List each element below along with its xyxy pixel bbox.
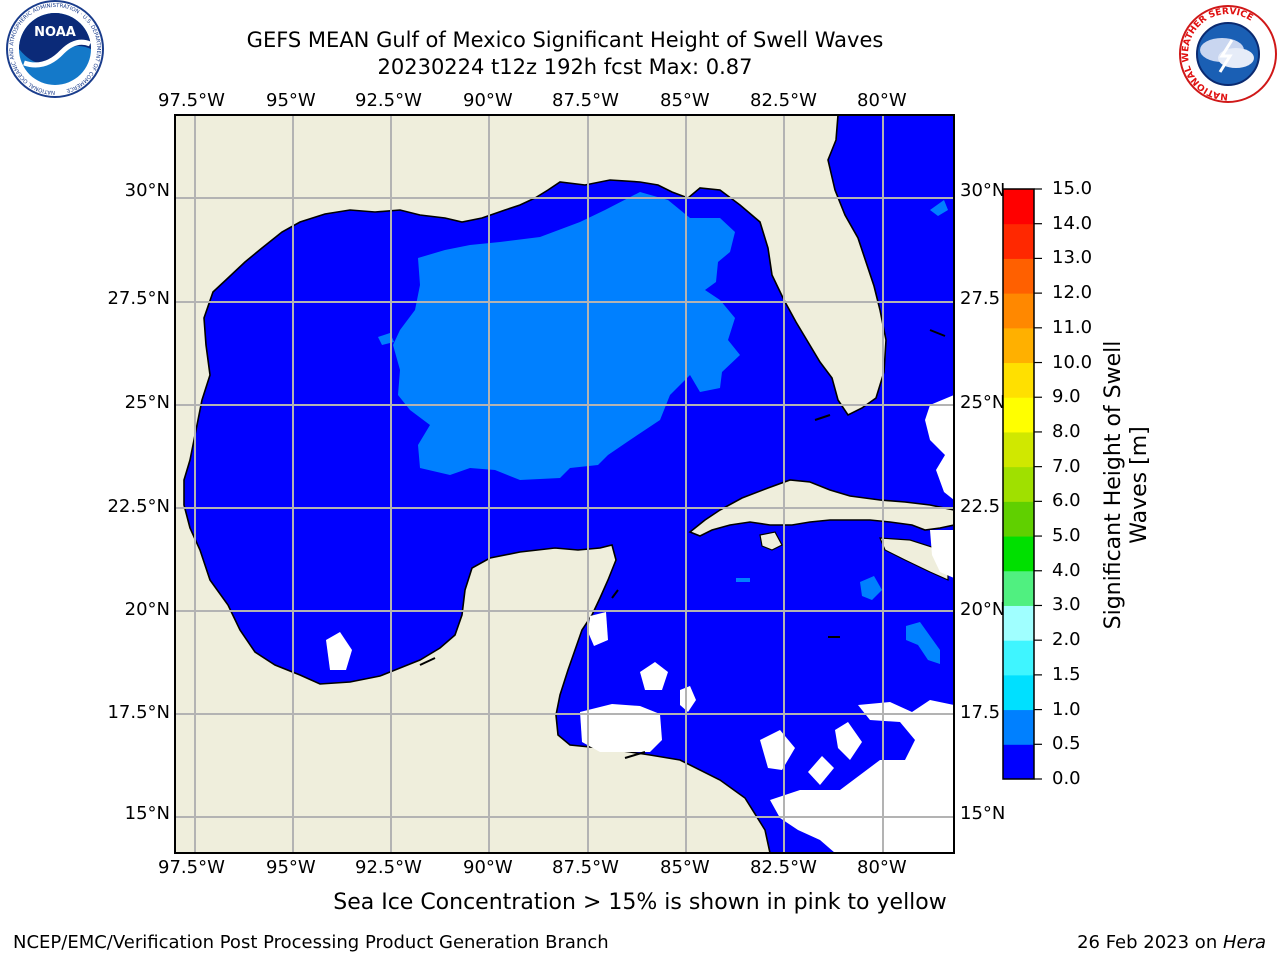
colorbar-tick-label: 3.0 bbox=[1052, 594, 1081, 616]
islands bbox=[419, 329, 946, 759]
lon-label: 80°W bbox=[857, 90, 907, 111]
lon-label: 85°W bbox=[660, 857, 710, 878]
lat-label: 20°N bbox=[124, 599, 170, 620]
noaa-logo: NOAA NATIONAL OCEANIC AND ATMOSPHERIC AD… bbox=[6, 0, 104, 98]
colorbar-segment bbox=[1003, 431, 1034, 468]
colorbar-tick-label: 15.0 bbox=[1052, 178, 1093, 199]
sea-ice-note: Sea Ice Concentration > 15% is shown in … bbox=[333, 890, 947, 915]
colorbar-tick-label: 9.0 bbox=[1052, 386, 1081, 408]
noaa-logo-text: NOAA bbox=[34, 25, 76, 40]
lon-label: 97.5°W bbox=[158, 90, 225, 111]
colorbar-tick-label: 8.0 bbox=[1052, 420, 1081, 442]
lat-label: 17.5 bbox=[960, 702, 1001, 723]
colorbar-tick-label: 14.0 bbox=[1052, 212, 1093, 234]
swell-contour-0-5 bbox=[393, 192, 740, 480]
colorbar-segment bbox=[1003, 223, 1034, 259]
lat-label: 30°N bbox=[960, 180, 1006, 201]
colorbar-segment bbox=[1003, 605, 1034, 641]
colorbar-tick-label: 6.0 bbox=[1052, 490, 1081, 512]
lon-label: 95°W bbox=[266, 90, 316, 111]
lon-label: 90°W bbox=[463, 90, 513, 111]
colorbar-label-line1: Significant Height of Swell bbox=[1101, 340, 1126, 630]
colorbar bbox=[1003, 189, 1034, 780]
lat-label: 25°N bbox=[124, 392, 170, 413]
colorbar-segment bbox=[1003, 258, 1034, 294]
footer-date: 26 Feb 2023 on Hera bbox=[1077, 932, 1266, 953]
footer-date-text: 26 Feb 2023 on bbox=[1077, 932, 1223, 953]
colorbar-tick-label: 1.5 bbox=[1052, 663, 1081, 685]
colorbar-tick-label: 0.0 bbox=[1052, 768, 1081, 789]
lon-label: 87.5°W bbox=[552, 90, 619, 111]
colorbar-tick-label: 10.0 bbox=[1052, 351, 1093, 373]
map-gridlines bbox=[175, 115, 954, 853]
lat-label: 15°N bbox=[960, 803, 1006, 824]
lat-label: 25°N bbox=[960, 392, 1006, 413]
lon-label: 92.5°W bbox=[355, 90, 422, 111]
colorbar-tick-label: 12.0 bbox=[1052, 282, 1093, 304]
lat-label: 27.5°N bbox=[107, 288, 170, 309]
lon-label: 87.5°W bbox=[552, 857, 619, 878]
colorbar-frame bbox=[1002, 188, 1035, 780]
colorbar-segment bbox=[1003, 570, 1034, 606]
map-frame bbox=[174, 114, 955, 854]
colorbar-segment bbox=[1003, 293, 1034, 329]
colorbar-segment bbox=[1003, 397, 1034, 433]
lat-label: 30°N bbox=[124, 180, 170, 201]
lon-label: 82.5°W bbox=[750, 90, 817, 111]
lat-label: 22.5 bbox=[960, 496, 1001, 517]
lat-label: 27.5 bbox=[960, 288, 1001, 309]
lat-label: 15°N bbox=[124, 803, 170, 824]
footer-host: Hera bbox=[1222, 932, 1266, 953]
colorbar-tick-label: 0.5 bbox=[1052, 733, 1081, 755]
nws-logo: NATIONAL WEATHER SERVICE bbox=[1179, 5, 1277, 103]
lat-label: 17.5°N bbox=[107, 702, 170, 723]
colorbar-tick-label: 5.0 bbox=[1052, 525, 1081, 547]
lon-label: 90°W bbox=[463, 857, 513, 878]
colorbar-segment bbox=[1003, 536, 1034, 572]
colorbar-segment bbox=[1003, 362, 1034, 398]
lon-label: 82.5°W bbox=[750, 857, 817, 878]
colorbar-tick-label: 7.0 bbox=[1052, 455, 1081, 477]
colorbar-segment bbox=[1003, 744, 1034, 780]
land-north-america bbox=[175, 115, 887, 853]
lon-label: 95°W bbox=[266, 857, 316, 878]
lon-label: 97.5°W bbox=[158, 857, 225, 878]
lat-label: 22.5°N bbox=[107, 496, 170, 517]
colorbar-tick-label: 4.0 bbox=[1052, 559, 1081, 581]
colorbar-segment bbox=[1003, 709, 1034, 745]
map-area bbox=[175, 115, 954, 853]
lon-label: 80°W bbox=[857, 857, 907, 878]
lon-label: 85°W bbox=[660, 90, 710, 111]
colorbar-segment bbox=[1003, 327, 1034, 364]
colorbar-segment bbox=[1003, 674, 1034, 711]
lon-label: 92.5°W bbox=[355, 857, 422, 878]
colorbar-tick-label: 1.0 bbox=[1052, 698, 1081, 720]
footer-credit: NCEP/EMC/Verification Post Processing Pr… bbox=[13, 932, 609, 953]
no-data-patches bbox=[326, 395, 954, 853]
colorbar-tick-label: 13.0 bbox=[1052, 247, 1093, 269]
lat-label: 20°N bbox=[960, 599, 1006, 620]
colorbar-segment bbox=[1003, 189, 1034, 225]
colorbar-segment bbox=[1003, 501, 1034, 537]
colorbar-segment bbox=[1003, 466, 1034, 502]
colorbar-tick-label: 11.0 bbox=[1052, 316, 1093, 338]
swell-contour-caribbean bbox=[906, 622, 940, 664]
colorbar-ticks bbox=[1034, 188, 1042, 780]
colorbar-segment bbox=[1003, 640, 1034, 676]
chart-subtitle: 20230224 t12z 192h fcst Max: 0.87 bbox=[377, 55, 753, 79]
colorbar-label-line2: Waves [m] bbox=[1127, 426, 1152, 544]
colorbar-tick-label: 2.0 bbox=[1052, 629, 1081, 651]
chart-title: GEFS MEAN Gulf of Mexico Significant Hei… bbox=[246, 28, 884, 52]
